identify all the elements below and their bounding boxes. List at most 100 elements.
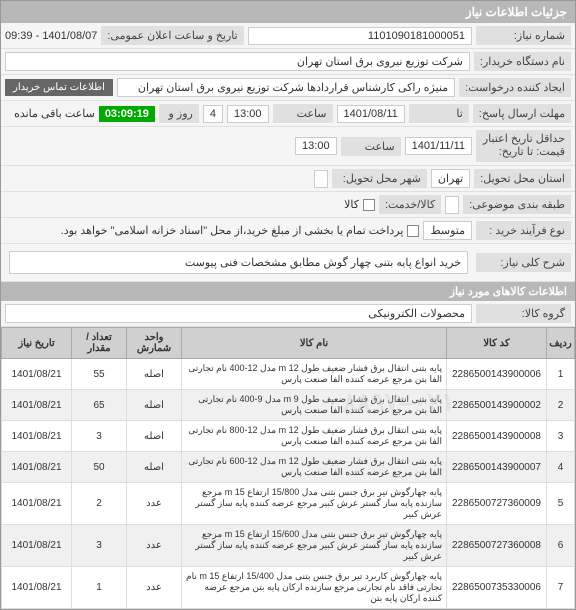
cell-date: 1401/08/21 <box>2 483 72 525</box>
days-field: 4 <box>203 105 223 123</box>
cell-name: پایه بتنی انتقال برق فشار ضعیف طول 12 m … <box>182 421 447 452</box>
row-budget: طبقه بندی موضوعی: کالا/خدمت: کالا <box>1 192 575 218</box>
table-row[interactable]: 42286500143900007پایه بتنی انتقال برق فش… <box>2 452 575 483</box>
city-field <box>314 170 328 188</box>
group-field: محصولات الکترونیکی <box>5 304 472 323</box>
cell-row: 6 <box>547 525 575 567</box>
cell-name: پایه بتنی انتقال برق فشار ضعیف طول 9 m م… <box>182 390 447 421</box>
countdown-timer: 03:09:19 <box>99 106 155 122</box>
row-group: گروه کالا: محصولات الکترونیکی <box>1 301 575 327</box>
row-desc: شرح کلی نیاز: خرید انواع پایه بتنی چهار … <box>1 244 575 282</box>
goods-text: کالا <box>344 198 359 211</box>
group-label: گروه کالا: <box>476 304 571 323</box>
time-label-2: ساعت <box>341 137 401 156</box>
remain-label: ساعت باقی مانده <box>14 107 95 120</box>
time-label-1: ساعت <box>273 104 333 123</box>
row-validity: حداقل تاریخ اعتبار قیمت: تا تاریخ: 1401/… <box>1 127 575 166</box>
partial-checkbox[interactable] <box>407 225 419 237</box>
cell-code: 2286500143900002 <box>447 390 547 421</box>
process-field: متوسط <box>423 221 472 240</box>
cell-name: پایه بتنی انتقال برق فشار ضعیف طول 12 m … <box>182 452 447 483</box>
row-process: نوع فرآیند خرید : متوسط پرداخت تمام یا ب… <box>1 218 575 244</box>
pub-date-value: 1401/08/07 - 09:39 <box>5 30 97 42</box>
cell-qty: 50 <box>72 452 127 483</box>
cell-name: پایه چهارگوش کاربرد تیر برق جنس بتنی مدل… <box>182 567 447 609</box>
req-no-label: شماره نیاز: <box>476 26 571 45</box>
cell-code: 2286500727360008 <box>447 525 547 567</box>
items-table: ردیف کد کالا نام کالا واحد شمارش تعداد /… <box>1 327 575 609</box>
cell-name: پایه چهارگوش تیر برق جنس بتنی مدل 15/600… <box>182 525 447 567</box>
process-label: نوع فرآیند خرید : <box>476 221 571 240</box>
table-row[interactable]: 12286500143900006پایه بتنی انتقال برق فش… <box>2 359 575 390</box>
cell-date: 1401/08/21 <box>2 421 72 452</box>
cell-qty: 3 <box>72 525 127 567</box>
cell-code: 2286500727360009 <box>447 483 547 525</box>
cell-date: 1401/08/21 <box>2 452 72 483</box>
table-row[interactable]: 62286500727360008پایه چهارگوش تیر برق جن… <box>2 525 575 567</box>
cell-code: 2286500143900008 <box>447 421 547 452</box>
buyer-label: نام دستگاه خریدار: <box>474 52 571 71</box>
cell-qty: 2 <box>72 483 127 525</box>
row-req-no: شماره نیاز: 1101090181000051 تاریخ و ساع… <box>1 23 575 49</box>
goods-checkbox[interactable] <box>363 199 375 211</box>
th-name: نام کالا <box>182 328 447 359</box>
cell-name: پایه بتنی انتقال برق فشار ضعیف طول 12 m … <box>182 359 447 390</box>
contact-button[interactable]: اطلاعات تماس خریدار <box>5 79 113 96</box>
row-deadline: مهلت ارسال پاسخ: تا 1401/08/11 ساعت 13:0… <box>1 101 575 127</box>
partial-wrap: پرداخت تمام یا بخشی از مبلغ خرید،از محل … <box>61 224 420 237</box>
cell-row: 1 <box>547 359 575 390</box>
partial-text: پرداخت تمام یا بخشی از مبلغ خرید،از محل … <box>61 224 404 237</box>
cell-qty: 3 <box>72 421 127 452</box>
cell-date: 1401/08/21 <box>2 567 72 609</box>
budget-label: طبقه بندی موضوعی: <box>463 195 571 214</box>
cell-row: 3 <box>547 421 575 452</box>
row-state: استان محل تحویل: تهران شهر محل تحویل: <box>1 166 575 192</box>
cell-name: پایه چهارگوش تیر برق جنس بتنی مدل 15/800… <box>182 483 447 525</box>
deadline-time: 13:00 <box>227 105 269 123</box>
table-row[interactable]: 32286500143900008پایه بتنی انتقال برق فش… <box>2 421 575 452</box>
cell-row: 4 <box>547 452 575 483</box>
th-date: تاریخ نیاز <box>2 328 72 359</box>
deadline-date: 1401/08/11 <box>337 105 405 123</box>
validity-date: 1401/11/11 <box>405 137 472 155</box>
items-table-wrap: ۰۲۱–۸۸۹۷ ردیف کد کالا نام کالا واحد شمار… <box>1 327 575 609</box>
buyer-field: شرکت توزیع نیروی برق استان تهران <box>5 52 470 71</box>
table-row[interactable]: 22286500143900002پایه بتنی انتقال برق فش… <box>2 390 575 421</box>
cell-row: 2 <box>547 390 575 421</box>
items-header: اطلاعات کالاهای مورد نیاز <box>1 282 575 301</box>
gs-label: کالا/خدمت: <box>379 195 441 214</box>
goods-checkbox-wrap: کالا <box>344 198 375 211</box>
validity-time: 13:00 <box>295 137 337 155</box>
cell-unit: اصله <box>127 421 182 452</box>
cell-date: 1401/08/21 <box>2 390 72 421</box>
cell-row: 7 <box>547 567 575 609</box>
deadline-to: تا <box>409 104 469 123</box>
cell-unit: اصله <box>127 359 182 390</box>
cell-unit: عدد <box>127 483 182 525</box>
th-row: ردیف <box>547 328 575 359</box>
state-label: استان محل تحویل: <box>474 169 571 188</box>
budget-field <box>445 196 459 214</box>
cell-code: 2286500143900007 <box>447 452 547 483</box>
cell-code: 2286500143900006 <box>447 359 547 390</box>
desc-label: شرح کلی نیاز: <box>476 253 571 272</box>
cell-unit: عدد <box>127 525 182 567</box>
cell-qty: 55 <box>72 359 127 390</box>
creator-label: ایجاد کننده درخواست: <box>459 78 571 97</box>
table-row[interactable]: 52286500727360009پایه چهارگوش تیر برق جن… <box>2 483 575 525</box>
table-row[interactable]: 72286500735330006پایه چهارگوش کاربرد تیر… <box>2 567 575 609</box>
cell-code: 2286500735330006 <box>447 567 547 609</box>
details-panel: جزئیات اطلاعات نیاز شماره نیاز: 11010901… <box>0 0 576 610</box>
cell-unit: اصله <box>127 452 182 483</box>
row-buyer: نام دستگاه خریدار: شرکت توزیع نیروی برق … <box>1 49 575 75</box>
cell-row: 5 <box>547 483 575 525</box>
creator-field: منیژه راکی کارشناس قراردادها شرکت توزیع … <box>117 78 455 97</box>
th-code: کد کالا <box>447 328 547 359</box>
state-field: تهران <box>431 169 470 188</box>
day-label: روز و <box>159 104 199 123</box>
pub-date-label: تاریخ و ساعت اعلان عمومی: <box>101 26 243 45</box>
req-no-field: 1101090181000051 <box>248 27 472 45</box>
cell-date: 1401/08/21 <box>2 525 72 567</box>
row-creator: ایجاد کننده درخواست: منیژه راکی کارشناس … <box>1 75 575 101</box>
cell-unit: اصله <box>127 390 182 421</box>
